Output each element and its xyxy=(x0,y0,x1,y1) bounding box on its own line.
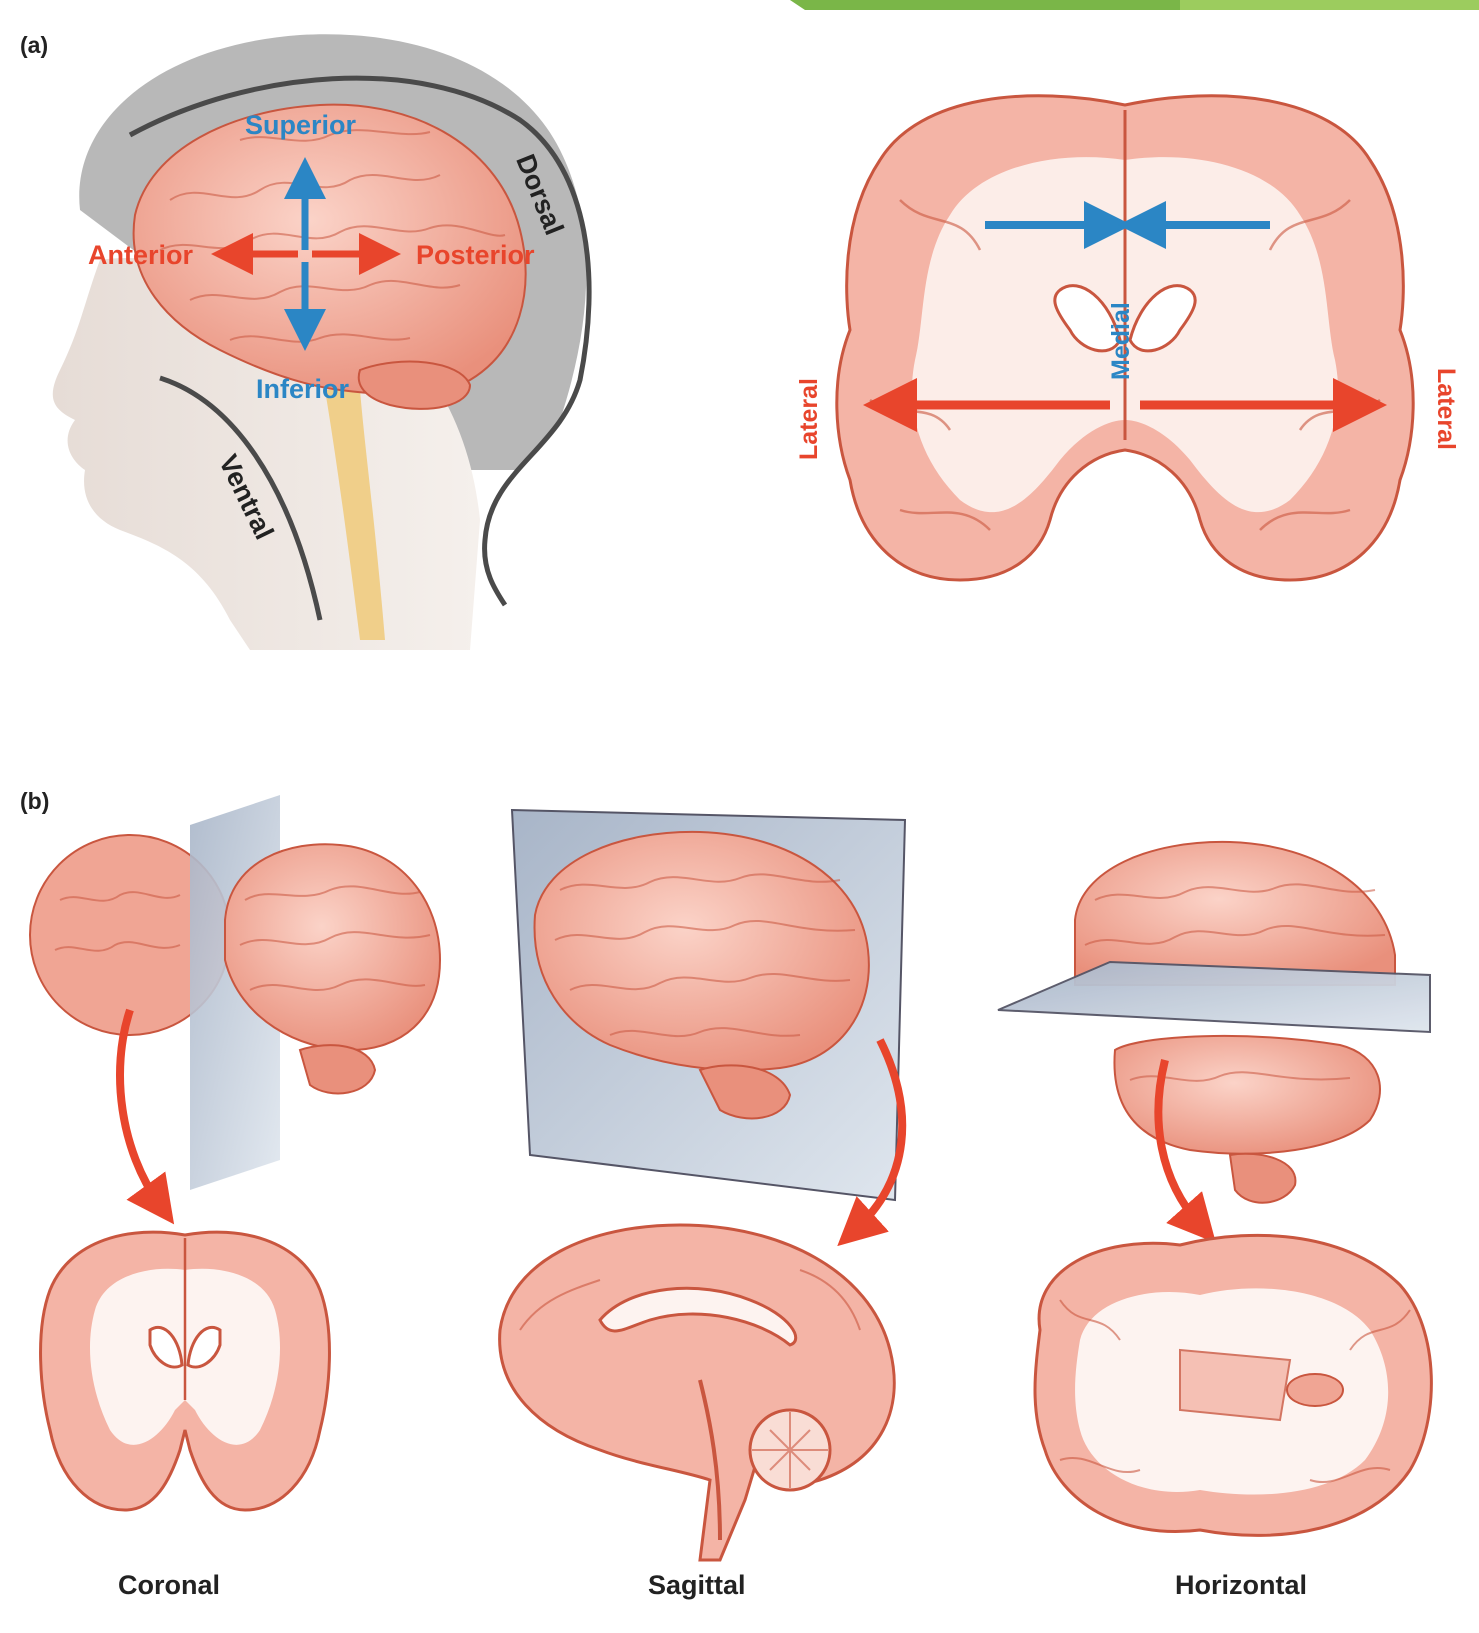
ventral-guide-line xyxy=(159,375,323,621)
coronal-slice xyxy=(39,1230,331,1512)
medial-label: Medial xyxy=(1107,302,1135,380)
head-illustration xyxy=(52,34,587,650)
horizontal-curved-arrow xyxy=(1154,1059,1216,1243)
lateral-left-label: Lateral xyxy=(795,378,823,460)
sagittal-slice xyxy=(498,1223,896,1562)
lateral-right-label: Lateral xyxy=(1432,368,1460,450)
sagittal-caption: Sagittal xyxy=(648,1570,746,1600)
superior-label: Superior xyxy=(245,110,357,140)
panel-a-label: (a) xyxy=(20,32,49,58)
accent-bar xyxy=(790,0,1479,10)
coronal-section-large xyxy=(835,94,1415,582)
horizontal-slice xyxy=(1033,1233,1433,1537)
horizontal-plane-illustration xyxy=(997,840,1431,1204)
horizontal-caption: Horizontal xyxy=(1175,1570,1307,1600)
coronal-curved-arrow xyxy=(116,1008,175,1225)
coronal-plane-illustration xyxy=(29,795,442,1190)
coronal-caption: Coronal xyxy=(118,1570,221,1600)
sagittal-plane-illustration xyxy=(510,808,907,1202)
sagittal-curved-arrow xyxy=(837,1038,907,1247)
posterior-label: Posterior xyxy=(416,240,535,270)
inferior-label: Inferior xyxy=(256,374,350,404)
dorsal-guide-line xyxy=(128,75,592,607)
anterior-label: Anterior xyxy=(88,240,194,270)
panel-b-label: (b) xyxy=(20,788,50,814)
